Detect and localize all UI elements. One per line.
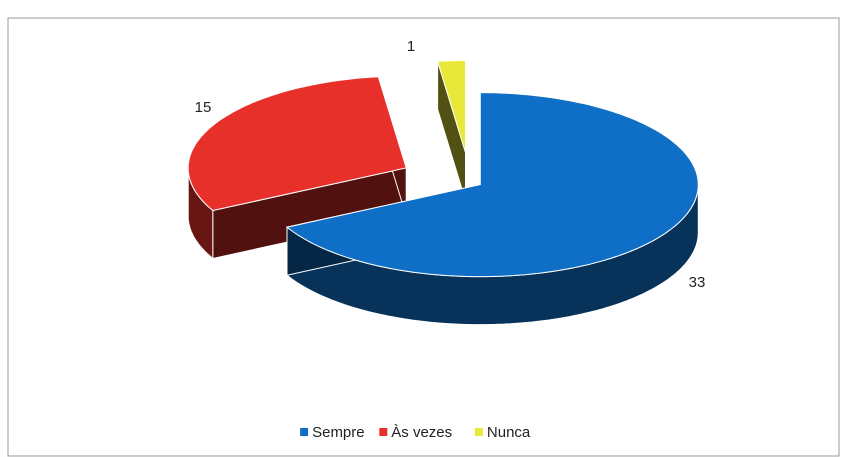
data-label: 1	[407, 38, 415, 55]
slice	[187, 76, 407, 212]
data-label: 33	[689, 274, 706, 291]
legend-label: Às vezes	[391, 424, 452, 441]
legend-swatch	[379, 428, 388, 436]
data-label: 15	[195, 99, 212, 116]
legend-label: Nunca	[487, 424, 531, 441]
pie: 33 15 1	[187, 38, 706, 326]
legend: Sempre Às vezes Nunca	[300, 424, 531, 441]
legend-swatch	[300, 428, 309, 436]
slice	[436, 60, 466, 153]
legend-swatch	[474, 428, 483, 436]
slice	[285, 92, 699, 278]
legend-label: Sempre	[312, 424, 365, 441]
